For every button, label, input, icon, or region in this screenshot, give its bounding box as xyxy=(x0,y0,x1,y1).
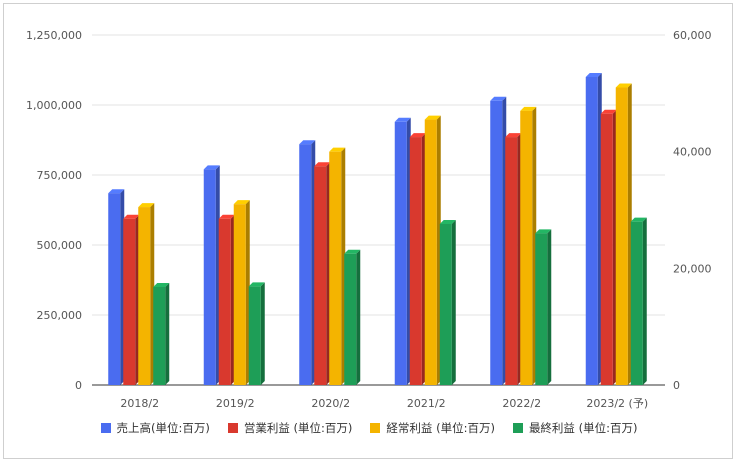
bar xyxy=(299,140,316,385)
bar xyxy=(123,214,140,385)
legend-label: 経常利益 (単位:百万) xyxy=(386,421,495,435)
x-tick-label: 2022/2 xyxy=(502,397,541,410)
left-tick-label: 250,000 xyxy=(37,309,83,322)
bar xyxy=(585,73,602,385)
left-axis-ticks: 0 250,000 500,000 750,000 1,000,000 1,250,000 xyxy=(26,29,82,392)
bar xyxy=(138,203,155,385)
legend-item: 営業利益 (単位:百万) xyxy=(227,420,353,436)
bar xyxy=(424,115,441,385)
bar xyxy=(409,133,426,385)
bar xyxy=(344,249,361,385)
right-tick-label: 40,000 xyxy=(673,146,712,159)
bar xyxy=(535,229,552,385)
legend: 売上高(単位:百万) 営業利益 (単位:百万) 経常利益 (単位:百万) 最終利益 (… xyxy=(0,420,738,436)
bar xyxy=(108,189,125,385)
right-tick-label: 60,000 xyxy=(673,29,712,42)
right-tick-label: 20,000 xyxy=(673,262,712,275)
bar xyxy=(218,214,235,385)
x-tick-label: 2023/2 (予) xyxy=(586,397,648,410)
legend-item: 最終利益 (単位:百万) xyxy=(512,420,638,436)
x-tick-label: 2018/2 xyxy=(120,397,159,410)
bar xyxy=(520,106,537,385)
x-tick-label: 2021/2 xyxy=(407,397,446,410)
legend-swatch xyxy=(512,423,523,433)
left-tick-label: 500,000 xyxy=(37,239,83,252)
left-tick-label: 1,250,000 xyxy=(26,29,82,42)
legend-swatch xyxy=(227,423,238,433)
bar xyxy=(439,220,456,385)
bar xyxy=(203,165,220,385)
legend-label: 売上高(単位:百万) xyxy=(116,421,210,435)
right-axis-ticks: 0 20,000 40,000 60,000 xyxy=(673,29,712,392)
bars xyxy=(108,73,647,386)
x-tick-label: 2019/2 xyxy=(216,397,255,410)
left-tick-label: 750,000 xyxy=(37,169,83,182)
bar xyxy=(394,117,411,386)
bar xyxy=(329,147,346,385)
left-tick-label: 0 xyxy=(75,379,82,392)
legend-item: 売上高(単位:百万) xyxy=(100,420,210,436)
legend-item: 経常利益 (単位:百万) xyxy=(370,420,495,436)
legend-swatch xyxy=(370,423,381,433)
legend-swatch xyxy=(100,423,111,433)
bar xyxy=(153,283,170,385)
bar xyxy=(233,200,250,385)
bar xyxy=(314,162,331,385)
right-tick-label: 0 xyxy=(673,379,680,392)
bar xyxy=(248,282,265,385)
bar xyxy=(630,217,647,385)
legend-label: 最終利益 (単位:百万) xyxy=(528,421,638,435)
left-tick-label: 1,000,000 xyxy=(26,99,82,112)
x-axis-labels: 2018/2 2019/2 2020/2 2021/2 2022/2 2023/2 (予) xyxy=(120,397,648,410)
x-tick-label: 2020/2 xyxy=(311,397,350,410)
bar xyxy=(600,109,617,385)
bar xyxy=(490,96,507,386)
grid-lines xyxy=(92,34,665,386)
bar xyxy=(615,83,632,385)
bar xyxy=(505,133,522,385)
legend-label: 営業利益 (単位:百万) xyxy=(243,421,353,435)
